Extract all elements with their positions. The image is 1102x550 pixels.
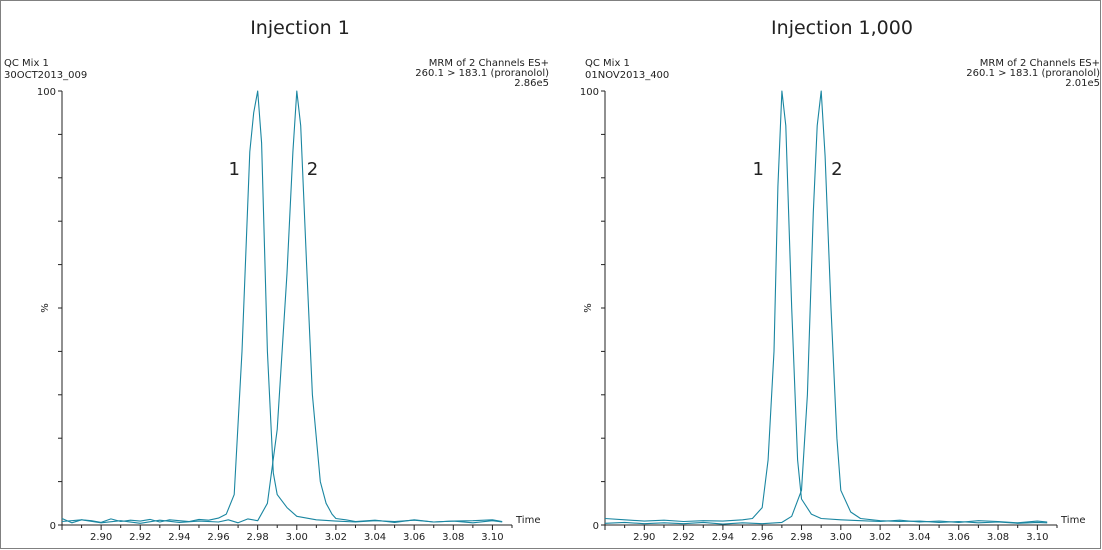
channel-header-line: MRM of 2 Channels ES+ <box>980 58 1100 69</box>
x-tick-label: 3.02 <box>869 532 891 543</box>
peak-label-1: 1 <box>753 159 764 180</box>
y-tick-label: 100 <box>580 87 599 98</box>
x-tick-label: 2.92 <box>672 532 694 543</box>
x-tick-label: 2.92 <box>129 532 151 543</box>
x-tick-label: 3.04 <box>364 532 386 543</box>
x-tick-label: 3.08 <box>442 532 464 543</box>
chart-title: Injection 1,000 <box>771 17 913 39</box>
peak-label-2: 2 <box>307 159 318 180</box>
y-axis-label: % <box>40 303 51 313</box>
x-tick-label: 2.90 <box>633 532 655 543</box>
x-axis-label: Time <box>1060 515 1085 526</box>
x-tick-label: 2.96 <box>207 532 229 543</box>
y-axis-label: % <box>583 303 594 313</box>
trace-peak-2 <box>61 90 503 524</box>
channel-header-line: MRM of 2 Channels ES+ <box>429 58 549 69</box>
x-tick-label: 3.10 <box>481 532 503 543</box>
x-tick-label: 3.06 <box>948 532 970 543</box>
x-tick-label: 2.90 <box>90 532 112 543</box>
y-tick-label: 100 <box>37 87 56 98</box>
peak-label-2: 2 <box>831 159 842 180</box>
x-tick-label: 2.98 <box>790 532 812 543</box>
peak-label-1: 1 <box>228 159 239 180</box>
x-tick-label: 3.04 <box>908 532 930 543</box>
x-tick-label: 2.96 <box>751 532 773 543</box>
channel-header-line: 2.86e5 <box>514 78 549 89</box>
x-tick-label: 3.08 <box>987 532 1009 543</box>
x-tick-label: 3.00 <box>830 532 852 543</box>
sample-name: QC Mix 1 <box>4 58 49 69</box>
channel-header-line: 260.1 > 183.1 (proranolol) <box>966 68 1100 79</box>
channel-header-line: 260.1 > 183.1 (proranolol) <box>415 68 549 79</box>
y-tick-label: 0 <box>50 521 56 532</box>
x-tick-label: 2.94 <box>712 532 734 543</box>
chart-title: Injection 1 <box>250 17 350 39</box>
x-axis-label: Time <box>515 515 540 526</box>
y-tick-label: 0 <box>593 521 599 532</box>
file-id: 30OCT2013_009 <box>4 70 87 81</box>
file-id: 01NOV2013_400 <box>585 70 669 81</box>
trace-peak-1 <box>604 90 1048 524</box>
x-tick-label: 2.94 <box>168 532 190 543</box>
sample-name: QC Mix 1 <box>585 58 630 69</box>
x-tick-label: 2.98 <box>247 532 269 543</box>
x-tick-label: 3.00 <box>286 532 308 543</box>
trace-peak-1 <box>61 90 503 524</box>
channel-header-line: 2.01e5 <box>1065 78 1100 89</box>
x-tick-label: 3.06 <box>403 532 425 543</box>
x-tick-label: 3.02 <box>325 532 347 543</box>
trace-peak-2 <box>604 90 1048 525</box>
x-tick-label: 3.10 <box>1026 532 1048 543</box>
